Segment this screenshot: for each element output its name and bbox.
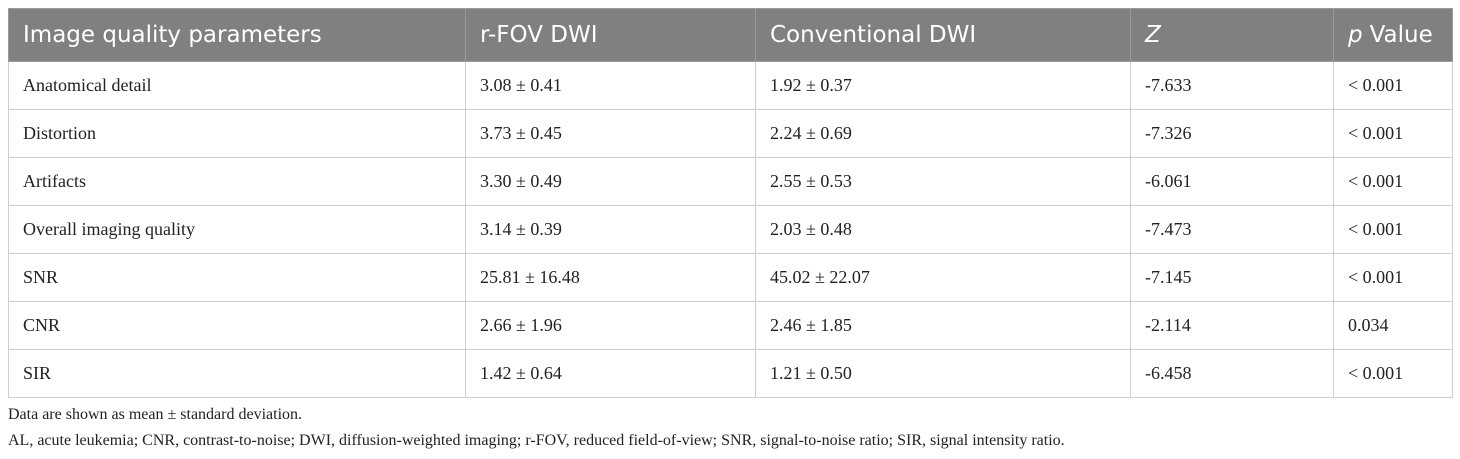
table-row: Distortion 3.73 ± 0.45 2.24 ± 0.69 -7.326 < … — [8, 109, 1453, 158]
table-cell: 1.92 ± 0.37 — [755, 61, 1131, 110]
table-cell: SIR — [8, 349, 466, 398]
table-row: Overall imaging quality 3.14 ± 0.39 2.03 ±… — [8, 205, 1453, 254]
table-cell: 2.03 ± 0.48 — [755, 205, 1131, 254]
table-row: CNR 2.66 ± 1.96 2.46 ± 1.85 -2.114 0.034 — [8, 301, 1453, 350]
table-cell: 3.30 ± 0.49 — [465, 157, 756, 206]
table-cell: < 0.001 — [1333, 205, 1453, 254]
table-cell: 1.42 ± 0.64 — [465, 349, 756, 398]
footnotes: Data are shown as mean ± standard deviat… — [8, 402, 1065, 454]
header-cell: Z — [1130, 8, 1334, 62]
table-cell: 25.81 ± 16.48 — [465, 253, 756, 302]
table-cell: 2.55 ± 0.53 — [755, 157, 1131, 206]
table-cell: -7.326 — [1130, 109, 1334, 158]
header-text: Value — [1369, 22, 1433, 48]
table-cell: -6.458 — [1130, 349, 1334, 398]
table-cell: 2.66 ± 1.96 — [465, 301, 756, 350]
table-cell: -6.061 — [1130, 157, 1334, 206]
table-cell: 3.14 ± 0.39 — [465, 205, 756, 254]
header-italic: Z — [1145, 22, 1161, 48]
table-cell: 2.24 ± 0.69 — [755, 109, 1131, 158]
table-row: SIR 1.42 ± 0.64 1.21 ± 0.50 -6.458 < 0.001 — [8, 349, 1453, 398]
table-cell: Overall imaging quality — [8, 205, 466, 254]
table-cell: CNR — [8, 301, 466, 350]
table-cell: 3.08 ± 0.41 — [465, 61, 756, 110]
header-cell: Conventional DWI — [755, 8, 1131, 62]
table-cell: < 0.001 — [1333, 109, 1453, 158]
table-cell: 1.21 ± 0.50 — [755, 349, 1131, 398]
header-cell: p Value — [1333, 8, 1453, 62]
header-italic: p — [1348, 22, 1363, 48]
data-table: Image quality parameters r-FOV DWI Convent… — [8, 8, 1453, 398]
table-cell: < 0.001 — [1333, 349, 1453, 398]
footnote: Data are shown as mean ± standard deviat… — [8, 406, 303, 423]
table-cell: < 0.001 — [1333, 157, 1453, 206]
header-cell: r-FOV DWI — [465, 8, 756, 62]
table-cell: < 0.001 — [1333, 253, 1453, 302]
table-cell: Distortion — [8, 109, 466, 158]
header-row: Image quality parameters r-FOV DWI Convent… — [8, 8, 1453, 62]
table-row: Artifacts 3.30 ± 0.49 2.55 ± 0.53 -6.061 < 0… — [8, 157, 1453, 206]
table-cell: Artifacts — [8, 157, 466, 206]
footnote: AL, acute leukemia; CNR, contrast-to-noi… — [8, 432, 1065, 449]
table-row: SNR 25.81 ± 16.48 45.02 ± 22.07 -7.145 < 0.0… — [8, 253, 1453, 302]
header-cell: Image quality parameters — [8, 8, 466, 62]
table-cell: -7.145 — [1130, 253, 1334, 302]
table-cell: -2.114 — [1130, 301, 1334, 350]
table-cell: Anatomical detail — [8, 61, 466, 110]
table-cell: 3.73 ± 0.45 — [465, 109, 756, 158]
table-cell: 2.46 ± 1.85 — [755, 301, 1131, 350]
table-cell: -7.633 — [1130, 61, 1334, 110]
table-cell: 0.034 — [1333, 301, 1453, 350]
table-body: Anatomical detail 3.08 ± 0.41 1.92 ± 0.37-… — [8, 61, 1453, 398]
table-cell: 45.02 ± 22.07 — [755, 253, 1131, 302]
table-cell: SNR — [8, 253, 466, 302]
table-cell: < 0.001 — [1333, 61, 1453, 110]
table-cell: -7.473 — [1130, 205, 1334, 254]
table-row: Anatomical detail 3.08 ± 0.41 1.92 ± 0.37-… — [8, 61, 1453, 110]
